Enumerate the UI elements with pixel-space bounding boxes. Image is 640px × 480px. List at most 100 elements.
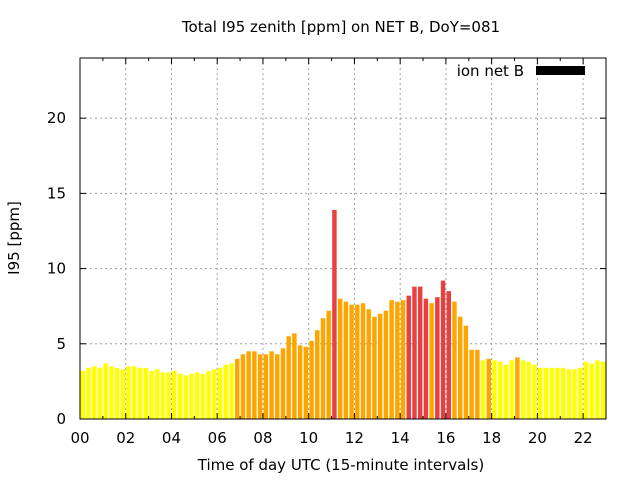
- x-tick-label: 08: [253, 429, 272, 447]
- bar: [177, 373, 183, 420]
- bar: [389, 300, 394, 419]
- x-tick-label: 20: [528, 429, 547, 447]
- legend: ion net B: [457, 62, 585, 80]
- bar: [206, 370, 211, 419]
- x-tick-label: 04: [162, 429, 181, 447]
- bar: [366, 309, 371, 419]
- bar: [92, 366, 97, 419]
- bar: [520, 360, 526, 419]
- bar: [315, 330, 320, 419]
- bar: [309, 340, 314, 419]
- x-tick-label: 02: [116, 429, 135, 447]
- bar: [103, 363, 108, 419]
- bar: [235, 358, 240, 419]
- bar: [578, 367, 583, 419]
- bar: [200, 373, 206, 420]
- bar: [355, 304, 360, 419]
- bar: [297, 345, 303, 419]
- bar: [280, 348, 286, 419]
- bar: [400, 300, 406, 419]
- bar: [452, 301, 457, 419]
- bar: [292, 333, 297, 419]
- bar: [337, 298, 343, 419]
- x-tick-label: 12: [345, 429, 364, 447]
- legend-swatch: [536, 66, 585, 75]
- plot-frame: [79, 57, 607, 420]
- bar: [469, 349, 474, 419]
- x-tick-label: 14: [391, 429, 410, 447]
- bar: [595, 360, 600, 419]
- bar: [560, 367, 566, 419]
- bar: [189, 373, 194, 420]
- y-axis-label: I95 [ppm]: [5, 201, 23, 275]
- y-tick-label: 5: [56, 335, 66, 353]
- bar: [109, 366, 114, 419]
- bar: [114, 367, 120, 419]
- bar: [126, 366, 131, 419]
- bar: [503, 364, 509, 419]
- bar: [326, 310, 331, 419]
- bar: [286, 336, 291, 419]
- bar: [395, 301, 400, 419]
- bar: [240, 354, 246, 419]
- x-tick-label: 10: [299, 429, 318, 447]
- bar: [457, 316, 463, 419]
- bar: [246, 351, 251, 419]
- bar: [417, 286, 423, 419]
- bars-group: [80, 209, 606, 420]
- bar: [440, 280, 446, 419]
- bar: [475, 349, 480, 419]
- bar: [549, 367, 554, 419]
- bar: [463, 325, 469, 419]
- bar: [435, 297, 440, 419]
- bar: [217, 367, 223, 419]
- bar: [149, 370, 154, 419]
- bar: [446, 291, 451, 419]
- bar: [320, 318, 326, 419]
- bar: [223, 364, 229, 419]
- y-tick-label: 0: [56, 410, 66, 428]
- bar: [406, 295, 411, 419]
- bar: [194, 372, 200, 419]
- x-tick-label: 06: [208, 429, 227, 447]
- bar: [86, 367, 91, 419]
- bar: [543, 367, 549, 419]
- bar: [263, 354, 269, 419]
- bar: [480, 360, 486, 419]
- bar: [377, 313, 383, 419]
- y-tick-label: 20: [47, 109, 66, 127]
- x-axis-label: Time of day UTC (15-minute intervals): [197, 456, 484, 474]
- bar: [509, 360, 514, 419]
- bar: [154, 369, 160, 419]
- bar: [532, 364, 537, 419]
- bar: [589, 363, 594, 419]
- bar: [498, 361, 503, 419]
- bar: [275, 354, 280, 419]
- bar: [212, 369, 217, 419]
- bar: [120, 369, 126, 419]
- bar: [492, 360, 497, 419]
- bar: [160, 372, 166, 419]
- bar: [555, 367, 560, 419]
- bar: [80, 370, 86, 419]
- bar: [429, 303, 434, 419]
- y-tick-label: 10: [47, 260, 66, 278]
- axis-ticks: 00 02 04 06 08 10 12 14 16 18 20 22 0 5 10 15 20: [47, 58, 606, 447]
- y-tick-label: 15: [47, 184, 66, 202]
- bar: [600, 361, 606, 419]
- bar: [257, 354, 263, 419]
- x-tick-label: 16: [436, 429, 455, 447]
- bar: [566, 369, 572, 419]
- bar: [412, 286, 417, 419]
- bar: [229, 363, 234, 419]
- bar: [172, 370, 177, 419]
- bar: [303, 346, 309, 419]
- bar: [97, 367, 103, 419]
- bar: [166, 372, 171, 419]
- x-tick-label: 00: [70, 429, 89, 447]
- bar: [572, 369, 577, 419]
- bar: [252, 351, 257, 419]
- bar: [349, 304, 354, 419]
- bar: [269, 351, 274, 419]
